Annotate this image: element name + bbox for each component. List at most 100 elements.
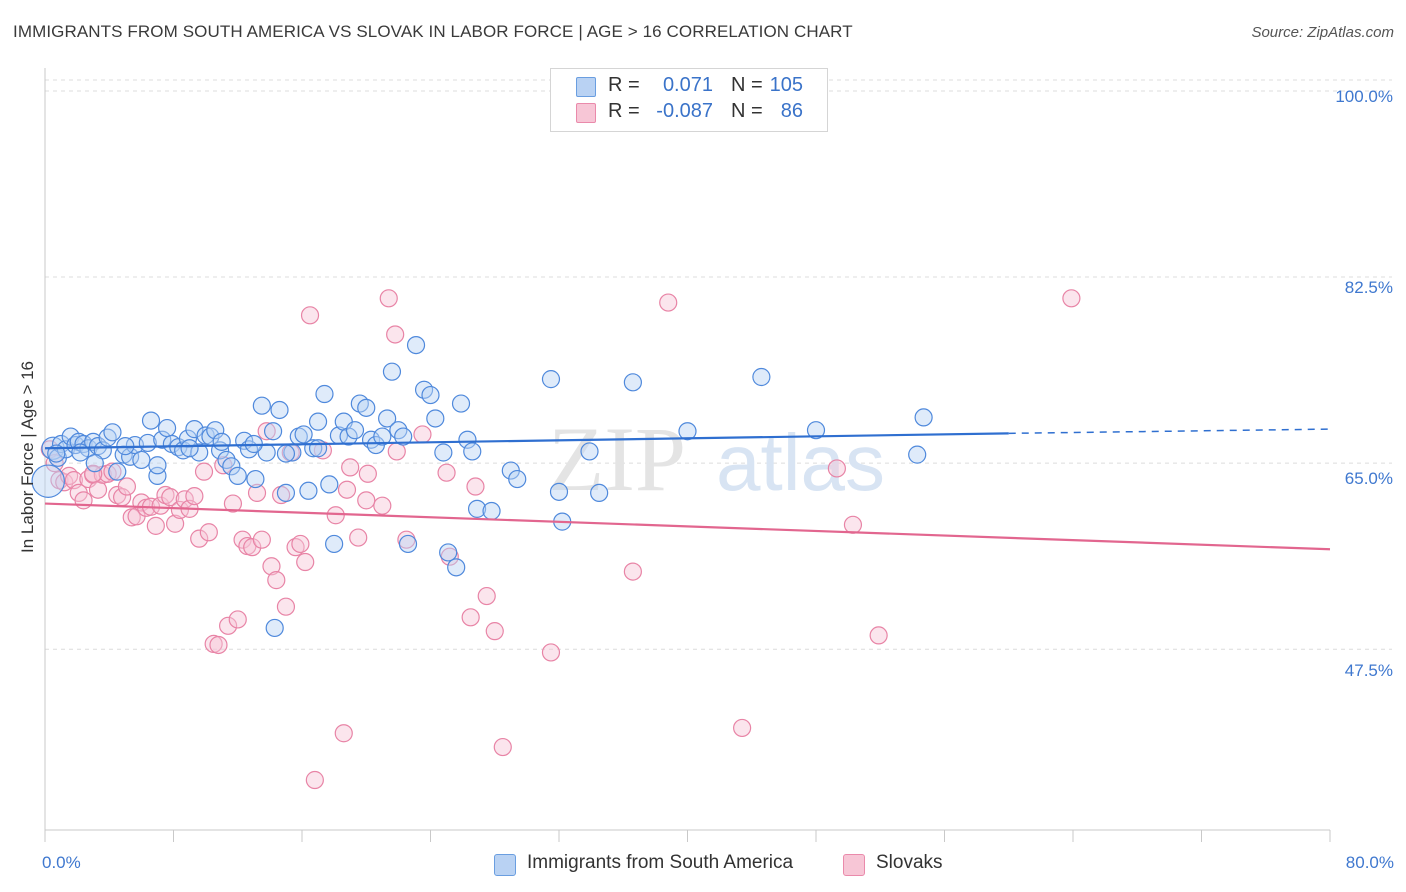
south-america-point bbox=[222, 457, 241, 476]
south-america-point bbox=[508, 469, 527, 489]
r-value: -0.087 bbox=[656, 100, 713, 122]
south-america-point bbox=[108, 462, 127, 481]
slovaks-point bbox=[659, 293, 678, 312]
slovaks-point bbox=[437, 463, 456, 482]
chart-title: IMMIGRANTS FROM SOUTH AMERICA VS SLOVAK … bbox=[13, 22, 853, 41]
south-america-point bbox=[185, 420, 204, 439]
south-america-point bbox=[148, 456, 167, 475]
slovaks-point bbox=[146, 516, 165, 535]
slovaks-point bbox=[373, 496, 392, 515]
south-america-point bbox=[463, 442, 482, 461]
south-america-point bbox=[451, 394, 471, 413]
south-america-point bbox=[270, 400, 289, 420]
legend-swatch-pink bbox=[843, 854, 865, 876]
south-america-trend-extension bbox=[1008, 428, 1331, 435]
south-america-point bbox=[752, 367, 771, 387]
south-america-trend-line bbox=[44, 432, 1009, 450]
south-america-point bbox=[678, 422, 697, 441]
r-value: 0.071 bbox=[662, 74, 713, 96]
south-america-point bbox=[325, 534, 344, 554]
south-america-point bbox=[345, 421, 365, 440]
south-america-point bbox=[31, 464, 65, 498]
south-america-point bbox=[482, 501, 501, 521]
south-america-point bbox=[315, 384, 334, 404]
south-america-point bbox=[276, 483, 296, 503]
slovaks-point bbox=[461, 608, 480, 627]
slovaks-point bbox=[117, 477, 137, 496]
y-tick-label: 100.0% bbox=[1335, 87, 1393, 106]
south-america-point bbox=[373, 427, 392, 446]
slovaks-point bbox=[170, 500, 190, 520]
legend-swatch-pink bbox=[576, 103, 596, 123]
south-america-point bbox=[153, 430, 172, 449]
south-america-point bbox=[294, 425, 313, 444]
south-america-point bbox=[121, 447, 140, 466]
legend-swatch-blue bbox=[576, 77, 596, 97]
south-america-point bbox=[299, 481, 318, 500]
south-america-point bbox=[434, 443, 453, 462]
n-value: 105 bbox=[769, 74, 803, 96]
south-america-point bbox=[426, 409, 445, 428]
slovaks-point bbox=[386, 325, 405, 344]
slovaks-point bbox=[74, 491, 93, 510]
south-america-point bbox=[157, 418, 177, 438]
grid-layer bbox=[45, 79, 1392, 650]
south-america-point bbox=[447, 558, 466, 577]
axis-layer bbox=[44, 68, 1331, 842]
south-america-point bbox=[47, 444, 66, 463]
source-label: Source: ZipAtlas.com bbox=[1251, 24, 1394, 41]
slovaks-point bbox=[337, 480, 357, 499]
south-america-point bbox=[85, 454, 104, 473]
south-america-point bbox=[467, 499, 487, 518]
series-legend: Immigrants from South America Slovaks bbox=[0, 852, 1406, 878]
south-america-point bbox=[357, 398, 376, 417]
slovaks-point bbox=[291, 534, 310, 554]
slovaks-point bbox=[194, 462, 214, 481]
south-america-point bbox=[180, 439, 199, 458]
south-america-point bbox=[623, 373, 642, 392]
slovaks-point bbox=[485, 622, 504, 641]
south-america-point bbox=[382, 362, 402, 381]
south-america-point bbox=[308, 439, 328, 458]
slovaks-point bbox=[276, 597, 296, 616]
legend-label: Immigrants from South America bbox=[527, 852, 794, 873]
slovaks-point bbox=[477, 586, 496, 606]
trend-lines bbox=[44, 428, 1331, 551]
slovaks-point bbox=[541, 643, 561, 662]
slovaks-point bbox=[827, 459, 846, 478]
south-america-point bbox=[206, 421, 225, 440]
slovaks-point bbox=[300, 306, 320, 325]
slovaks-point bbox=[623, 562, 642, 581]
south-america-point bbox=[590, 483, 609, 503]
south-america-point bbox=[228, 466, 247, 485]
south-america-point bbox=[190, 443, 209, 462]
slovaks-point bbox=[185, 486, 204, 506]
slovaks-point bbox=[341, 458, 360, 477]
south-america-point bbox=[914, 408, 933, 427]
south-america-point bbox=[378, 409, 397, 428]
slovaks-point bbox=[326, 506, 345, 525]
y-tick-label: 47.5% bbox=[1344, 661, 1393, 680]
slovaks-point bbox=[166, 514, 185, 533]
slovaks-point bbox=[349, 528, 368, 547]
south-america-point bbox=[421, 385, 440, 405]
legend-label: Slovaks bbox=[876, 852, 943, 873]
legend-row-south-america: R = 0.071 N = 105 bbox=[551, 74, 827, 100]
south-america-point bbox=[806, 421, 826, 440]
slovaks-point bbox=[257, 422, 276, 441]
south-america-point bbox=[276, 444, 296, 463]
south-america-point bbox=[148, 466, 167, 485]
slovaks-point bbox=[733, 718, 752, 738]
slovaks-point bbox=[357, 491, 376, 510]
south-america-point bbox=[98, 428, 117, 447]
slovaks-point bbox=[262, 557, 281, 576]
south-america-point bbox=[265, 618, 284, 638]
south-america-point bbox=[320, 475, 339, 494]
south-america-point bbox=[246, 469, 265, 489]
slovaks-point bbox=[103, 462, 122, 481]
south-america-point bbox=[141, 411, 161, 430]
legend-row-slovaks: R = -0.087 N = 86 bbox=[551, 100, 827, 126]
slovaks-point bbox=[223, 494, 243, 513]
south-america-point bbox=[252, 396, 271, 415]
